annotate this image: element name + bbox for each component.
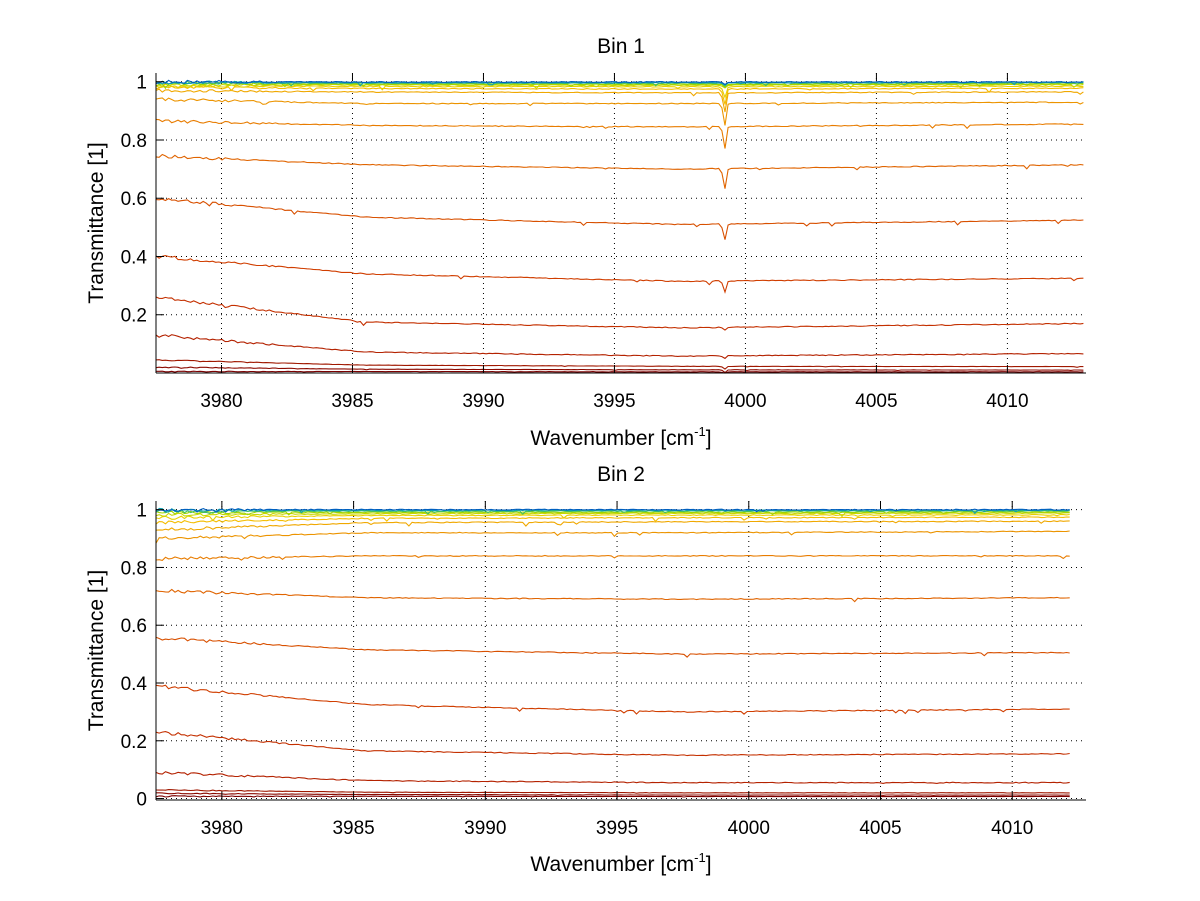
series-line-9 bbox=[155, 554, 1070, 562]
x-tick-label: 4005 bbox=[859, 818, 901, 839]
series-line-1 bbox=[156, 370, 1084, 374]
series-line-16 bbox=[155, 508, 1070, 515]
x-axis-title: Wavenumber [cm-1] bbox=[530, 850, 711, 876]
y-tick-label: 1 bbox=[136, 501, 147, 522]
x-tick-label: 3980 bbox=[200, 391, 242, 412]
series-line-11 bbox=[155, 520, 1070, 531]
y-tick-label: 0.6 bbox=[121, 616, 147, 637]
x-tick-label: 4010 bbox=[986, 391, 1028, 412]
chart-title: Bin 2 bbox=[597, 463, 645, 486]
x-axis-title-superscript: -1 bbox=[694, 850, 706, 865]
x-tick-label: 3990 bbox=[462, 391, 504, 412]
x-axis-title: Wavenumber [cm-1] bbox=[530, 424, 711, 450]
y-tick-label: 0.4 bbox=[121, 674, 148, 695]
x-tick-label: 4000 bbox=[728, 818, 770, 839]
chart-panel-2: 3980 3985 3990 3995 4000 4005 4010 0 0.2 0.4 0.6 0.… bbox=[85, 463, 1086, 876]
chart-panel-1: 3980 3985 3990 3995 4000 4005 4010 0.2 0.4 0.6 0.8… bbox=[85, 35, 1086, 450]
series-line-5 bbox=[155, 731, 1070, 757]
y-tick-label: 1 bbox=[136, 73, 147, 94]
series-line-6 bbox=[155, 255, 1084, 294]
series-line-6 bbox=[155, 684, 1070, 715]
y-tick-label: 0.2 bbox=[121, 732, 147, 753]
series-line-7 bbox=[155, 636, 1070, 658]
series-line-16 bbox=[155, 80, 1084, 87]
series-line-5 bbox=[155, 296, 1084, 331]
series-line-13 bbox=[155, 513, 1070, 522]
y-tick-label: 0.8 bbox=[121, 131, 147, 152]
x-axis-title-close: ] bbox=[706, 427, 712, 450]
series-line-4 bbox=[155, 334, 1084, 360]
x-tick-label: 3995 bbox=[596, 818, 638, 839]
x-tick-label: 3985 bbox=[331, 391, 373, 412]
series-line-4 bbox=[155, 771, 1070, 784]
y-tick-label: 0.8 bbox=[121, 558, 147, 579]
x-tick-label: 3985 bbox=[332, 818, 374, 839]
y-tick-label: 0.4 bbox=[121, 247, 148, 268]
series-line-10 bbox=[155, 530, 1070, 544]
y-tick-label: 0.2 bbox=[121, 306, 147, 327]
series-line-1 bbox=[155, 795, 1070, 798]
series-line-13 bbox=[155, 83, 1084, 100]
series-line-14 bbox=[155, 82, 1084, 90]
y-tick-label: 0 bbox=[136, 790, 147, 811]
y-axis-title: Transmittance [1] bbox=[85, 570, 108, 731]
x-tick-label: 3995 bbox=[593, 391, 635, 412]
series-line-18 bbox=[155, 508, 1070, 513]
x-tick-label: 4010 bbox=[991, 818, 1033, 839]
y-tick-label: 0.6 bbox=[121, 189, 147, 210]
series-line-9 bbox=[155, 118, 1084, 149]
series-line-11 bbox=[155, 88, 1084, 113]
series-line-12 bbox=[155, 85, 1084, 105]
series-line-8 bbox=[155, 153, 1084, 189]
series-line-7 bbox=[155, 197, 1084, 240]
series-line-3 bbox=[155, 789, 1070, 794]
series-line-15 bbox=[155, 81, 1084, 90]
series-line-8 bbox=[155, 588, 1070, 603]
series-line-15 bbox=[155, 510, 1070, 516]
series-group bbox=[155, 507, 1070, 798]
x-axis-title-main: Wavenumber [cm bbox=[530, 427, 694, 450]
series-line-18 bbox=[155, 79, 1084, 86]
chart-title: Bin 1 bbox=[597, 35, 645, 58]
series-line-10 bbox=[155, 97, 1084, 126]
x-tick-label: 3980 bbox=[201, 818, 243, 839]
x-axis-title-superscript: -1 bbox=[694, 424, 706, 439]
series-line-14 bbox=[155, 512, 1070, 518]
series-line-2 bbox=[156, 792, 1070, 797]
series-line-12 bbox=[155, 516, 1070, 525]
x-tick-label: 4000 bbox=[724, 391, 766, 412]
y-axis-title: Transmittance [1] bbox=[85, 142, 108, 303]
x-tick-label: 3990 bbox=[464, 818, 506, 839]
x-tick-label: 4005 bbox=[855, 391, 897, 412]
series-line-3 bbox=[155, 359, 1084, 370]
x-axis-title-main: Wavenumber [cm bbox=[530, 853, 694, 876]
series-group bbox=[155, 79, 1084, 374]
series-line-2 bbox=[155, 366, 1084, 374]
x-axis-title-close: ] bbox=[706, 853, 712, 876]
